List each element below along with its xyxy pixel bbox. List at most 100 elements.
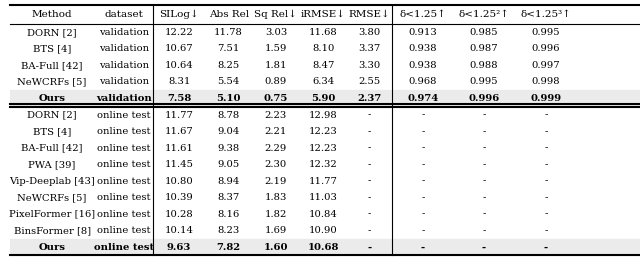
- Text: -: -: [483, 176, 486, 186]
- Bar: [10, 90, 640, 107]
- Text: -: -: [544, 110, 547, 119]
- Text: 10.28: 10.28: [164, 209, 193, 219]
- Text: BA-Full [42]: BA-Full [42]: [21, 143, 83, 152]
- Text: Abs Rel: Abs Rel: [209, 10, 249, 19]
- Text: BTS [4]: BTS [4]: [33, 127, 71, 136]
- Text: PixelFormer [16]: PixelFormer [16]: [9, 209, 95, 219]
- Text: 12.23: 12.23: [309, 127, 337, 136]
- Text: 0.999: 0.999: [530, 94, 561, 103]
- Text: online test: online test: [97, 193, 151, 202]
- Text: 0.968: 0.968: [408, 77, 437, 86]
- Text: 2.19: 2.19: [265, 176, 287, 186]
- Text: online test: online test: [97, 176, 151, 186]
- Text: δ<1.25²↑: δ<1.25²↑: [458, 10, 509, 19]
- Text: 1.60: 1.60: [264, 243, 288, 252]
- Text: 3.30: 3.30: [358, 61, 381, 70]
- Text: 8.78: 8.78: [218, 110, 240, 119]
- Text: -: -: [421, 110, 424, 119]
- Text: BA-Full [42]: BA-Full [42]: [21, 61, 83, 70]
- Text: 11.61: 11.61: [164, 143, 194, 152]
- Text: -: -: [483, 110, 486, 119]
- Text: -: -: [482, 243, 486, 252]
- Text: validation: validation: [99, 28, 149, 37]
- Text: 3.03: 3.03: [265, 28, 287, 37]
- Text: -: -: [544, 193, 547, 202]
- Text: 8.25: 8.25: [218, 61, 240, 70]
- Text: 12.32: 12.32: [309, 160, 337, 169]
- Text: 8.23: 8.23: [218, 226, 240, 235]
- Text: 0.998: 0.998: [531, 77, 560, 86]
- Text: online test: online test: [94, 243, 154, 252]
- Text: PWA [39]: PWA [39]: [28, 160, 76, 169]
- Text: 2.37: 2.37: [357, 94, 381, 103]
- Text: 12.23: 12.23: [309, 143, 337, 152]
- Text: 10.39: 10.39: [164, 193, 193, 202]
- Text: 2.23: 2.23: [265, 110, 287, 119]
- Text: 0.996: 0.996: [468, 94, 500, 103]
- Text: 3.37: 3.37: [358, 44, 381, 53]
- Text: 10.90: 10.90: [309, 226, 337, 235]
- Text: 0.995: 0.995: [531, 28, 560, 37]
- Text: 8.31: 8.31: [168, 77, 190, 86]
- Text: -: -: [544, 143, 547, 152]
- Text: Ours: Ours: [38, 94, 66, 103]
- Text: -: -: [368, 127, 371, 136]
- Text: 11.77: 11.77: [164, 110, 194, 119]
- Text: online test: online test: [97, 160, 151, 169]
- Text: 8.16: 8.16: [218, 209, 240, 219]
- Text: 10.84: 10.84: [308, 209, 338, 219]
- Text: NeWCRFs [5]: NeWCRFs [5]: [17, 193, 87, 202]
- Text: 9.05: 9.05: [218, 160, 240, 169]
- Text: -: -: [483, 209, 486, 219]
- Text: -: -: [483, 193, 486, 202]
- Text: -: -: [544, 176, 547, 186]
- Text: -: -: [421, 209, 424, 219]
- Text: 7.51: 7.51: [218, 44, 240, 53]
- Text: 8.94: 8.94: [218, 176, 240, 186]
- Text: 1.69: 1.69: [265, 226, 287, 235]
- Text: 12.22: 12.22: [164, 28, 193, 37]
- Text: -: -: [544, 243, 548, 252]
- Text: validation: validation: [96, 94, 152, 103]
- Text: 0.985: 0.985: [470, 28, 499, 37]
- Text: -: -: [421, 176, 424, 186]
- Text: 10.80: 10.80: [164, 176, 193, 186]
- Text: online test: online test: [97, 226, 151, 235]
- Text: 0.996: 0.996: [531, 44, 560, 53]
- Text: 0.997: 0.997: [531, 61, 560, 70]
- Text: 10.14: 10.14: [164, 226, 194, 235]
- Text: 11.68: 11.68: [309, 28, 337, 37]
- Text: 7.82: 7.82: [216, 243, 241, 252]
- Text: 9.63: 9.63: [167, 243, 191, 252]
- Text: 1.81: 1.81: [265, 61, 287, 70]
- Text: 12.98: 12.98: [309, 110, 337, 119]
- Text: -: -: [368, 160, 371, 169]
- Text: 10.64: 10.64: [164, 61, 193, 70]
- Text: SILog↓: SILog↓: [159, 10, 199, 19]
- Text: 5.90: 5.90: [311, 94, 335, 103]
- Text: 0.987: 0.987: [470, 44, 499, 53]
- Text: online test: online test: [97, 110, 151, 119]
- Text: δ<1.25↑: δ<1.25↑: [399, 10, 446, 19]
- Text: BinsFormer [8]: BinsFormer [8]: [13, 226, 91, 235]
- Text: 7.58: 7.58: [167, 94, 191, 103]
- Text: 1.59: 1.59: [265, 44, 287, 53]
- Text: 8.37: 8.37: [218, 193, 240, 202]
- Text: -: -: [368, 110, 371, 119]
- Text: -: -: [483, 127, 486, 136]
- Text: 11.77: 11.77: [308, 176, 338, 186]
- Text: BTS [4]: BTS [4]: [33, 44, 71, 53]
- Text: online test: online test: [97, 209, 151, 219]
- Text: -: -: [483, 226, 486, 235]
- Text: -: -: [544, 209, 547, 219]
- Text: dataset: dataset: [104, 10, 143, 19]
- Text: -: -: [368, 193, 371, 202]
- Text: -: -: [368, 143, 371, 152]
- Text: DORN [2]: DORN [2]: [28, 110, 77, 119]
- Text: -: -: [421, 127, 424, 136]
- Text: 1.82: 1.82: [265, 209, 287, 219]
- Text: 2.29: 2.29: [265, 143, 287, 152]
- Text: RMSE↓: RMSE↓: [349, 10, 390, 19]
- Text: 0.988: 0.988: [470, 61, 499, 70]
- Text: -: -: [421, 193, 424, 202]
